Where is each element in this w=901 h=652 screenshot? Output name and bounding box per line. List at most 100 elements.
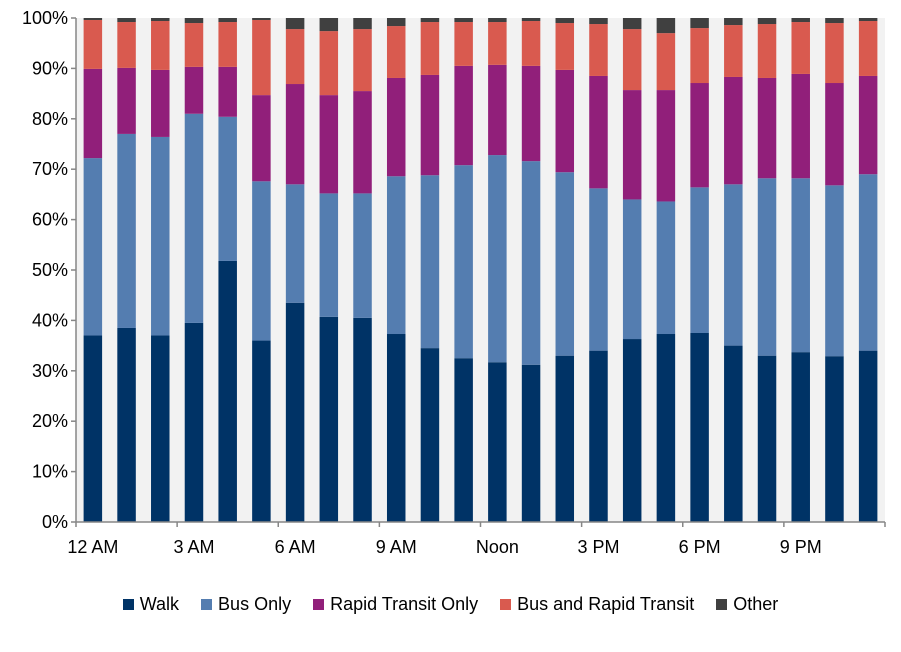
y-tick-label: 30%: [32, 361, 68, 381]
bar-bus-only-6: [285, 184, 305, 303]
bar-other-17: [656, 18, 676, 34]
bar-bus-and-rapid-transit-23: [858, 21, 878, 76]
bar-other-20: [757, 18, 777, 25]
bar-walk-1: [117, 327, 136, 522]
bar-other-16: [622, 18, 642, 30]
bar-bus-only-18: [690, 187, 709, 333]
bar-other-4: [218, 18, 237, 23]
bar-bus-and-rapid-transit-2: [151, 21, 170, 70]
bar-other-21: [791, 18, 810, 23]
legend-item-bus-only: Bus Only: [201, 594, 291, 615]
bar-other-9: [386, 18, 406, 27]
bar-bus-and-rapid-transit-20: [757, 24, 777, 78]
bar-bus-only-8: [353, 193, 372, 318]
bar-walk-6: [285, 302, 305, 522]
bar-rapid-transit-only-20: [757, 77, 777, 179]
bar-bus-and-rapid-transit-13: [521, 21, 541, 66]
bar-bus-and-rapid-transit-1: [117, 22, 136, 68]
legend-swatch: [716, 599, 728, 610]
x-tick-label: 3 PM: [577, 537, 619, 557]
x-tick-label: Noon: [476, 537, 519, 557]
legend-item-bus-and-rapid-transit: Bus and Rapid Transit: [500, 594, 694, 615]
bar-bus-and-rapid-transit-11: [454, 22, 473, 66]
bar-bus-only-2: [151, 136, 170, 336]
legend-item-walk: Walk: [122, 594, 180, 615]
bar-rapid-transit-only-23: [858, 75, 878, 175]
bar-bus-and-rapid-transit-21: [791, 22, 810, 74]
bar-rapid-transit-only-5: [252, 95, 271, 182]
bar-other-23: [858, 18, 878, 22]
bar-bus-and-rapid-transit-16: [622, 29, 642, 91]
bar-other-18: [690, 18, 709, 29]
bar-bus-and-rapid-transit-5: [252, 20, 271, 96]
bar-other-22: [825, 18, 844, 24]
x-tick-label: 9 AM: [376, 537, 417, 557]
bar-walk-0: [83, 335, 103, 522]
bar-walk-5: [252, 340, 271, 522]
bar-rapid-transit-only-11: [454, 65, 473, 166]
bar-other-5: [252, 18, 271, 21]
bar-bus-only-14: [555, 172, 575, 356]
bar-walk-20: [757, 355, 777, 522]
bar-walk-8: [353, 317, 372, 522]
bar-rapid-transit-only-6: [285, 84, 305, 185]
y-tick-label: 50%: [32, 260, 68, 280]
legend-label: Walk: [139, 594, 180, 614]
bar-other-6: [285, 18, 305, 30]
legend-swatch: [201, 599, 213, 610]
bar-bus-only-0: [83, 158, 103, 336]
x-tick-label: 9 PM: [780, 537, 822, 557]
bar-rapid-transit-only-22: [825, 83, 844, 186]
bar-bus-only-23: [858, 174, 878, 351]
x-tick-label: 12 AM: [67, 537, 118, 557]
bar-bus-and-rapid-transit-17: [656, 33, 676, 91]
bar-bus-and-rapid-transit-12: [488, 22, 507, 65]
bar-rapid-transit-only-9: [386, 77, 406, 177]
bar-walk-21: [791, 352, 810, 522]
bar-rapid-transit-only-0: [83, 68, 103, 159]
bar-walk-19: [724, 345, 743, 522]
bar-rapid-transit-only-14: [555, 69, 575, 173]
y-tick-label: 10%: [32, 462, 68, 482]
bar-bus-only-15: [589, 188, 608, 351]
bar-walk-18: [690, 333, 709, 522]
bar-bus-and-rapid-transit-22: [825, 23, 844, 84]
bar-bus-and-rapid-transit-6: [285, 29, 305, 85]
bar-rapid-transit-only-17: [656, 90, 676, 202]
bar-rapid-transit-only-3: [184, 66, 204, 114]
bar-bus-and-rapid-transit-0: [83, 20, 103, 69]
legend: Walk Bus Only Rapid Transit Only Bus and…: [0, 594, 901, 615]
bar-bus-only-9: [386, 176, 406, 335]
bar-other-19: [724, 18, 743, 26]
bar-walk-14: [555, 355, 575, 522]
legend-swatch: [500, 599, 512, 610]
legend-label: Bus and Rapid Transit: [517, 594, 695, 614]
bar-rapid-transit-only-16: [622, 90, 642, 200]
bar-other-14: [555, 18, 575, 24]
bar-rapid-transit-only-15: [589, 75, 608, 189]
bar-bus-only-13: [521, 161, 541, 365]
bar-walk-16: [622, 339, 642, 522]
bar-bus-and-rapid-transit-9: [386, 26, 406, 78]
legend-item-other: Other: [716, 594, 778, 615]
bar-walk-17: [656, 334, 676, 522]
bar-walk-4: [218, 260, 237, 522]
bar-walk-3: [184, 322, 204, 522]
bar-other-2: [151, 18, 170, 22]
bar-bus-and-rapid-transit-19: [724, 25, 743, 77]
legend-swatch: [122, 599, 134, 610]
bar-bus-only-12: [488, 155, 507, 363]
bar-other-11: [454, 18, 473, 23]
bar-bus-only-3: [184, 113, 204, 323]
bar-bus-and-rapid-transit-8: [353, 29, 372, 92]
bar-bus-only-7: [319, 193, 339, 317]
bar-bus-only-1: [117, 133, 136, 328]
bar-walk-13: [521, 364, 541, 522]
bar-walk-10: [420, 348, 440, 522]
y-tick-label: 20%: [32, 411, 68, 431]
bar-bus-only-10: [420, 175, 440, 349]
bar-rapid-transit-only-7: [319, 95, 339, 194]
bar-rapid-transit-only-8: [353, 91, 372, 194]
bar-bus-only-20: [757, 178, 777, 356]
y-tick-label: 80%: [32, 109, 68, 129]
